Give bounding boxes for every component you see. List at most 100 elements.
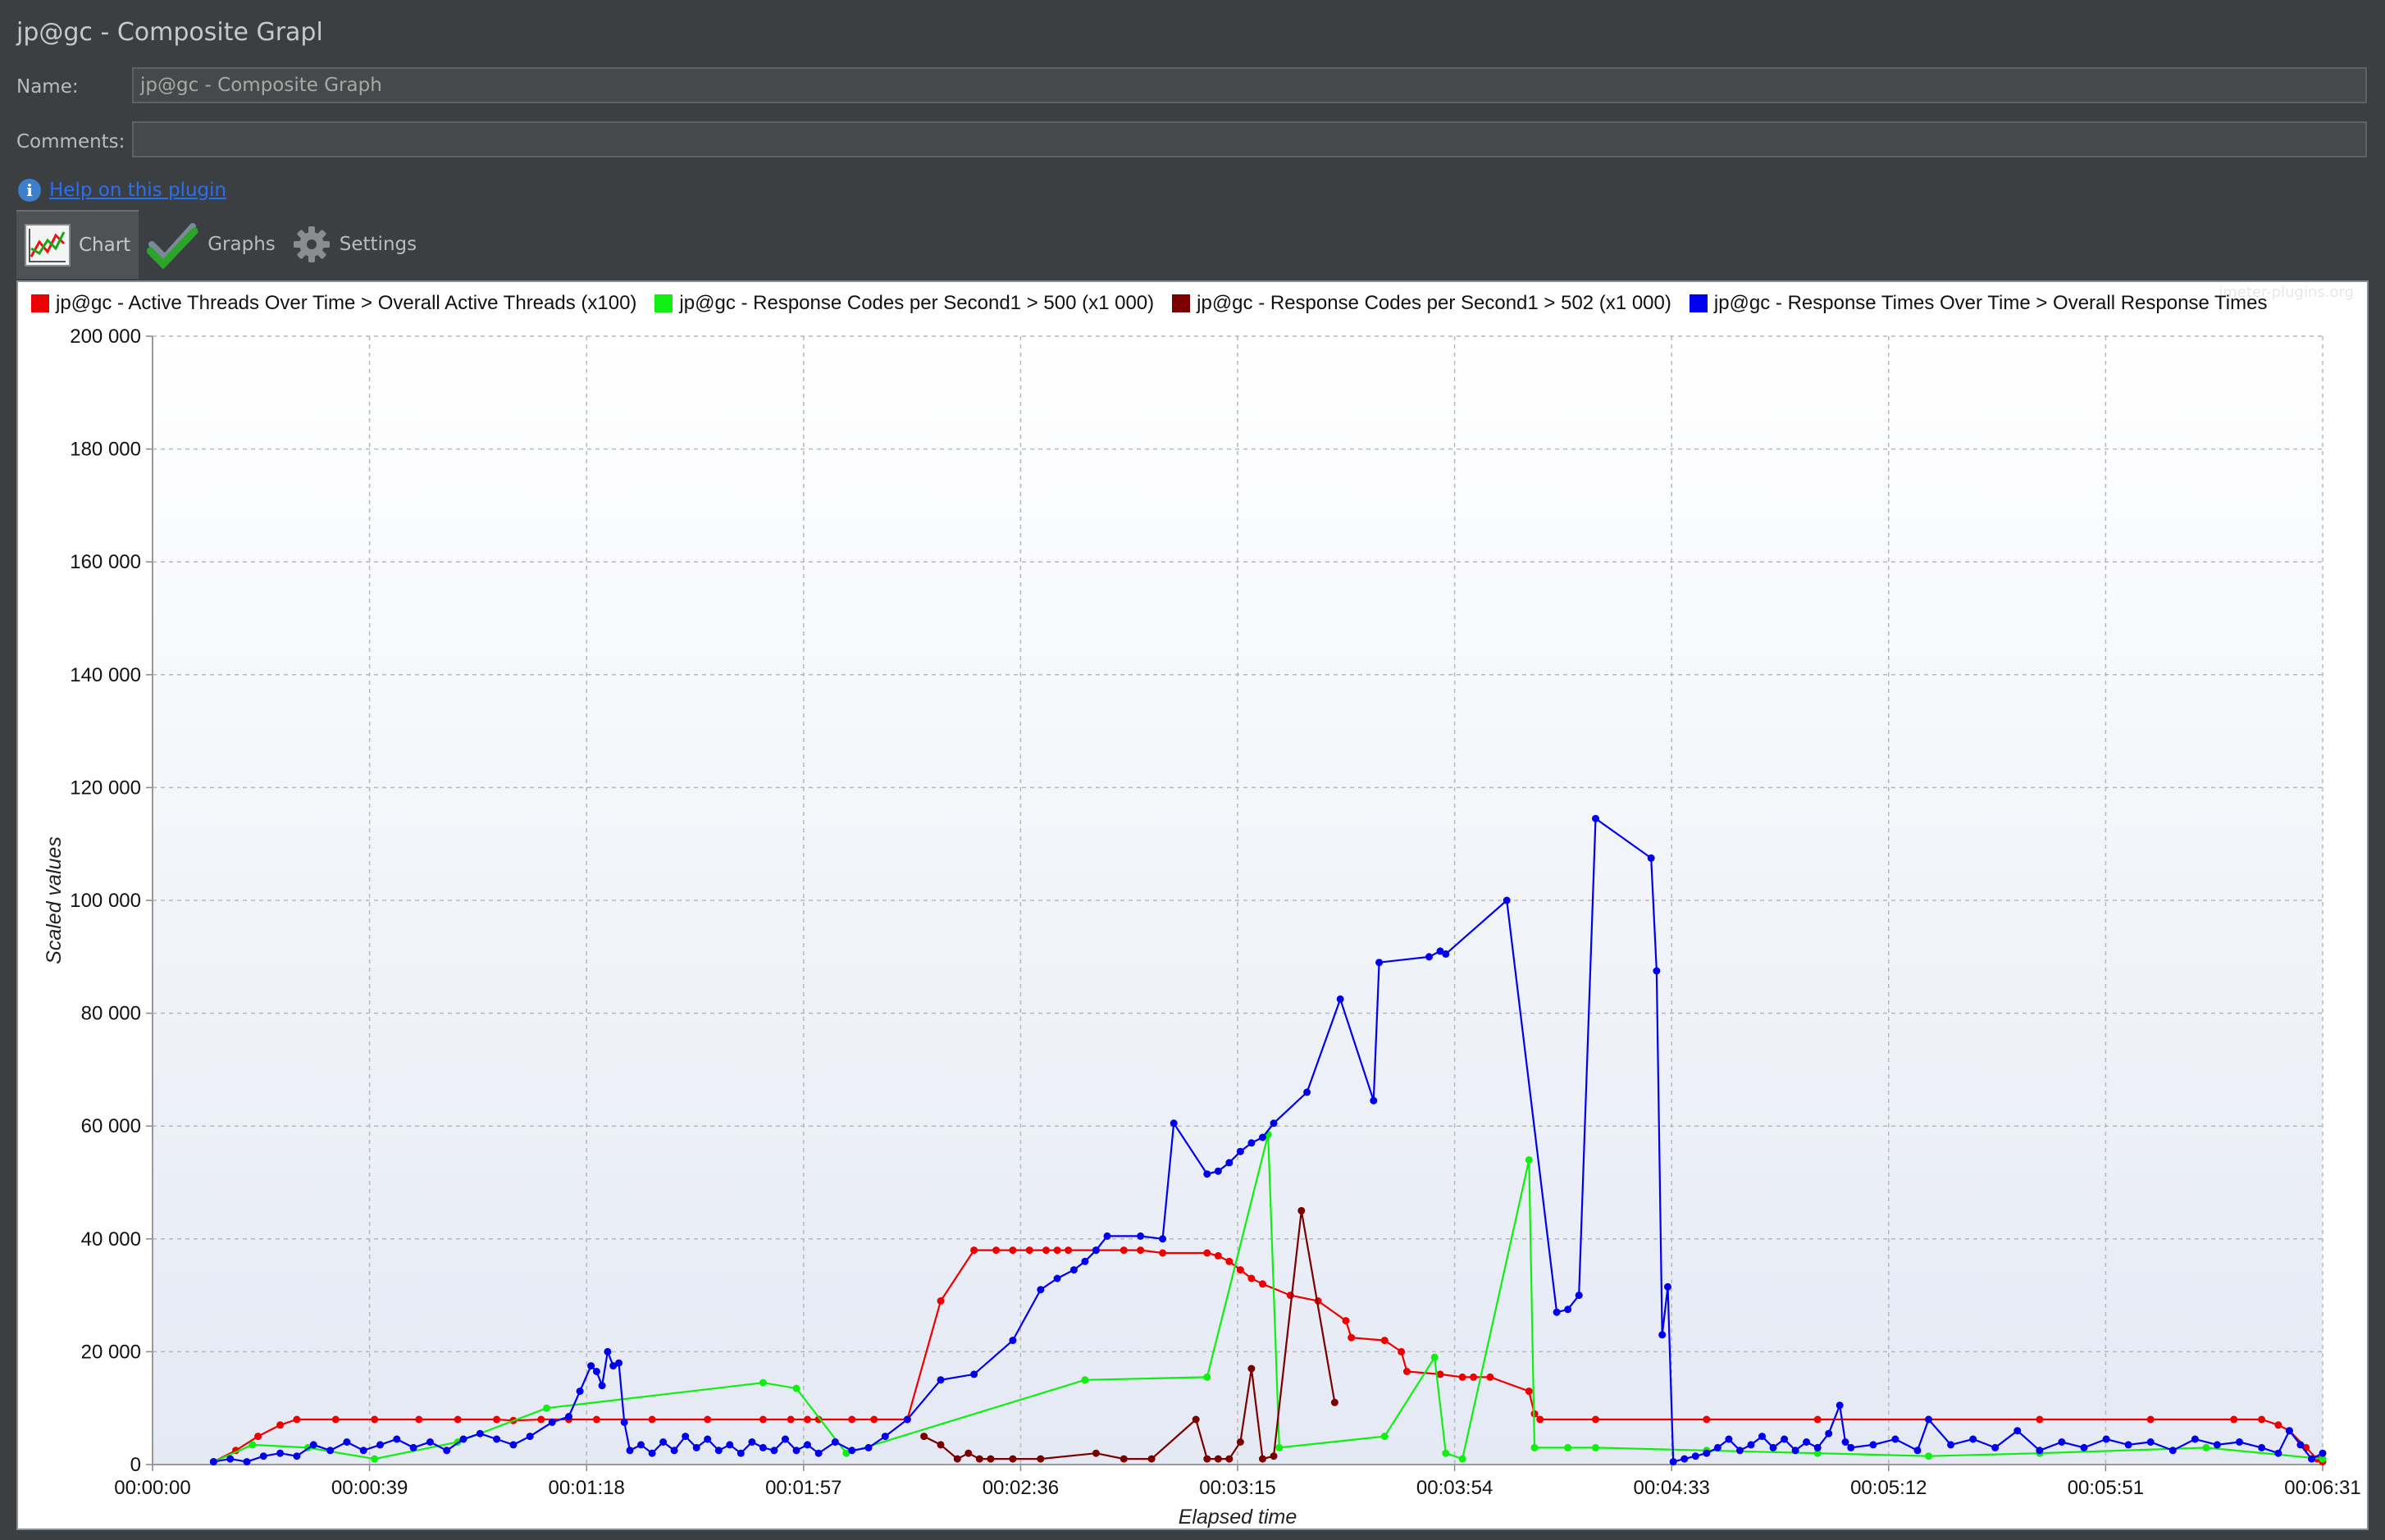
data-point — [2036, 1415, 2044, 1424]
data-point — [2146, 1415, 2155, 1424]
data-point — [1042, 1246, 1050, 1255]
data-point — [1791, 1447, 1799, 1455]
data-point — [992, 1246, 1001, 1255]
tab-settings[interactable]: Settings — [284, 210, 425, 279]
data-point — [259, 1452, 267, 1460]
data-point — [759, 1443, 767, 1451]
data-point — [1458, 1455, 1466, 1463]
data-point — [293, 1415, 301, 1424]
y-tick-label: 100 000 — [70, 890, 141, 912]
data-point — [443, 1447, 451, 1455]
data-point — [1247, 1139, 1256, 1147]
data-point — [1813, 1415, 1822, 1424]
data-point — [537, 1415, 545, 1424]
data-point — [1203, 1249, 1211, 1257]
data-point — [326, 1447, 335, 1455]
data-point — [1458, 1373, 1466, 1381]
data-point — [1380, 1337, 1389, 1345]
legend-label-response: jp@gc - Response Times Over Time > Overa… — [1713, 292, 2268, 314]
data-point — [1735, 1447, 1744, 1455]
data-point — [831, 1438, 839, 1446]
data-point — [226, 1455, 235, 1463]
data-point — [1120, 1455, 1128, 1463]
data-point — [598, 1382, 606, 1390]
legend-label-threads: jp@gc - Active Threads Over Time > Overa… — [56, 292, 637, 314]
legend-item-threads: jp@gc - Active Threads Over Time > Overa… — [31, 292, 636, 315]
data-point — [1348, 1333, 1356, 1342]
data-point — [648, 1415, 656, 1424]
data-point — [1247, 1274, 1256, 1283]
data-point — [493, 1415, 501, 1424]
data-point — [565, 1413, 572, 1420]
x-axis-label: Elapsed time — [1179, 1506, 1297, 1529]
data-point — [792, 1447, 800, 1455]
data-point — [209, 1458, 217, 1466]
data-point — [1398, 1347, 1406, 1355]
x-tick-label: 00:03:54 — [1416, 1477, 1493, 1499]
legend-swatch-response — [1689, 294, 1708, 312]
data-point — [975, 1455, 983, 1463]
data-point — [1203, 1170, 1211, 1178]
series-codes-502 — [920, 1206, 1338, 1463]
data-point — [276, 1449, 285, 1457]
y-tick-label: 80 000 — [81, 1003, 141, 1025]
data-point — [1225, 1159, 1234, 1167]
data-point — [1092, 1246, 1100, 1255]
data-point — [620, 1418, 628, 1426]
tab-settings-label: Settings — [339, 234, 417, 255]
data-point — [814, 1415, 823, 1424]
data-point — [2308, 1455, 2315, 1463]
data-point — [2236, 1438, 2243, 1446]
data-point — [1203, 1373, 1211, 1381]
data-point — [1669, 1458, 1677, 1466]
data-point — [1575, 1292, 1583, 1300]
data-point — [415, 1415, 423, 1424]
data-point — [787, 1415, 795, 1424]
x-tick-label: 00:00:39 — [331, 1477, 408, 1499]
legend-item-response: jp@gc - Response Times Over Time > Overa… — [1689, 292, 2268, 315]
data-point — [1009, 1337, 1017, 1345]
data-point — [1081, 1376, 1089, 1384]
data-point — [293, 1452, 301, 1460]
data-point — [2258, 1443, 2266, 1451]
data-point — [2296, 1441, 2305, 1449]
data-point — [736, 1449, 745, 1457]
data-point — [2285, 1427, 2293, 1435]
data-point — [1658, 1331, 1667, 1339]
x-tick-label: 00:04:33 — [1633, 1477, 1709, 1499]
data-point — [1925, 1452, 1932, 1460]
data-point — [2146, 1438, 2155, 1446]
data-point — [343, 1438, 351, 1446]
tab-chart[interactable]: Chart — [16, 210, 139, 279]
data-point — [1214, 1455, 1222, 1463]
tab-bar: Chart Graphs Settings — [16, 210, 425, 279]
data-point — [1947, 1441, 1955, 1449]
chart-plot: 0 20 000 40 000 60 000 80 000 100 000 120 000 1… — [43, 326, 2361, 1529]
data-point — [371, 1415, 379, 1424]
data-point — [804, 1441, 811, 1449]
data-point — [1270, 1452, 1278, 1460]
y-axis-label: Scaled values — [43, 836, 66, 964]
data-point — [1065, 1246, 1073, 1255]
comments-field[interactable] — [132, 121, 2367, 157]
chart-panel: jmeter-plugins.org jp@gc - Active Thread… — [16, 280, 2369, 1530]
data-point — [1170, 1119, 1178, 1128]
tab-graphs[interactable]: Graphs — [139, 210, 284, 279]
data-point — [1835, 1401, 1844, 1410]
data-point — [648, 1449, 656, 1457]
data-point — [1147, 1455, 1156, 1463]
data-point — [1120, 1246, 1128, 1255]
data-point — [592, 1368, 600, 1375]
data-point — [2124, 1441, 2132, 1449]
data-point — [792, 1384, 800, 1392]
data-point — [1664, 1283, 1671, 1291]
data-point — [2168, 1447, 2177, 1455]
data-point — [1592, 1415, 1599, 1424]
watermark: jmeter-plugins.org — [2219, 284, 2354, 301]
data-point — [543, 1404, 550, 1412]
help-link[interactable]: Help on this plugin — [49, 180, 227, 201]
data-point — [2274, 1449, 2282, 1457]
data-point — [1564, 1443, 1572, 1451]
data-point — [1553, 1308, 1561, 1316]
name-field[interactable]: jp@gc - Composite Graph — [132, 67, 2367, 103]
